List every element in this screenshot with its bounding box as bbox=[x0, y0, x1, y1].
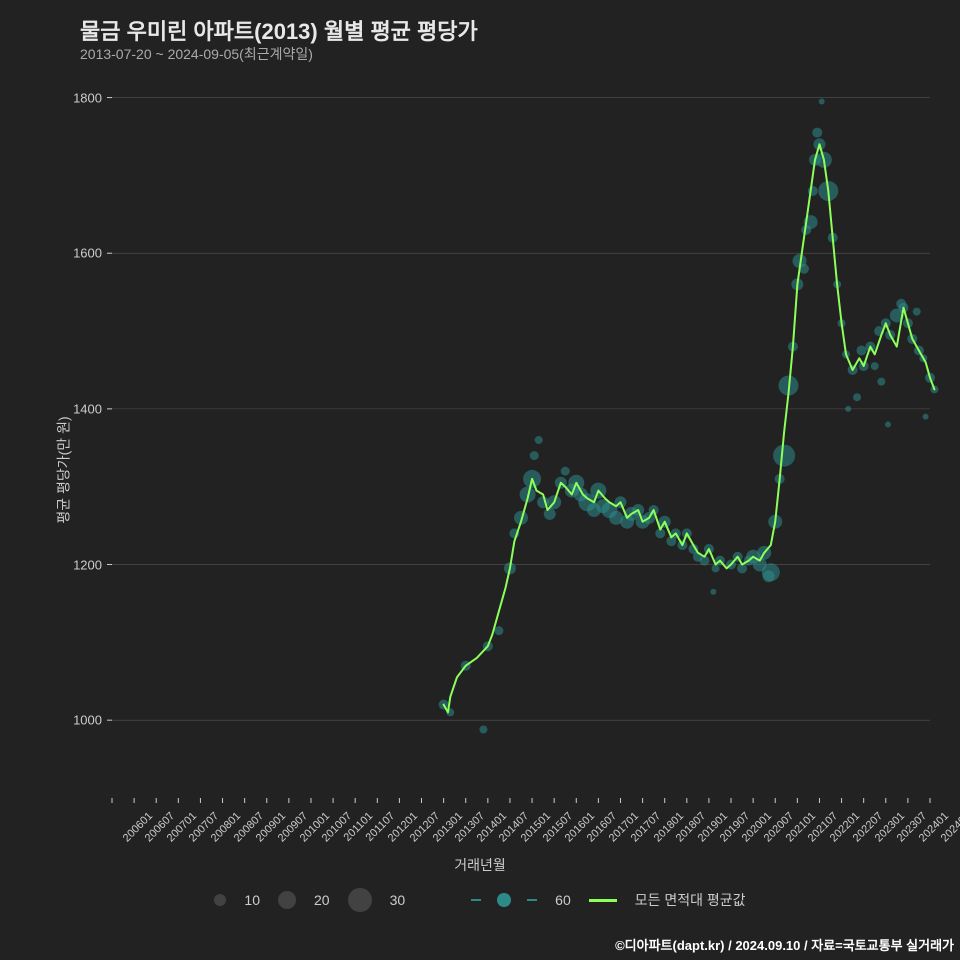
legend-size-label: 10 bbox=[244, 892, 260, 908]
credit-text: ©디아파트(dapt.kr) / 2024.09.10 / 자료=국토교통부 실… bbox=[615, 935, 954, 954]
legend-size-dot bbox=[348, 888, 372, 912]
y-tick-label: 1800 bbox=[62, 90, 102, 105]
legend-series-line bbox=[471, 899, 481, 901]
chart-container: 물금 우미린 아파트(2013) 월별 평균 평당가 2013-07-20 ~ … bbox=[0, 0, 960, 960]
x-axis-label: 거래년월 bbox=[0, 855, 960, 875]
legend-series-label: 60 bbox=[555, 892, 571, 908]
legend-line-swatch bbox=[589, 899, 617, 902]
y-tick-label: 1000 bbox=[62, 713, 102, 728]
legend: 10 20 30 60 모든 면적대 평균값 bbox=[0, 888, 960, 912]
legend-series-dot bbox=[497, 893, 511, 907]
y-tick-label: 1400 bbox=[62, 401, 102, 416]
legend-series-line bbox=[527, 899, 537, 901]
legend-size-dot bbox=[278, 891, 296, 909]
legend-size-dot bbox=[214, 894, 226, 906]
legend-series-label: 모든 면적대 평균값 bbox=[635, 890, 746, 910]
legend-size-label: 20 bbox=[314, 892, 330, 908]
legend-size-label: 30 bbox=[390, 892, 406, 908]
y-tick-label: 1200 bbox=[62, 557, 102, 572]
y-tick-label: 1600 bbox=[62, 246, 102, 261]
